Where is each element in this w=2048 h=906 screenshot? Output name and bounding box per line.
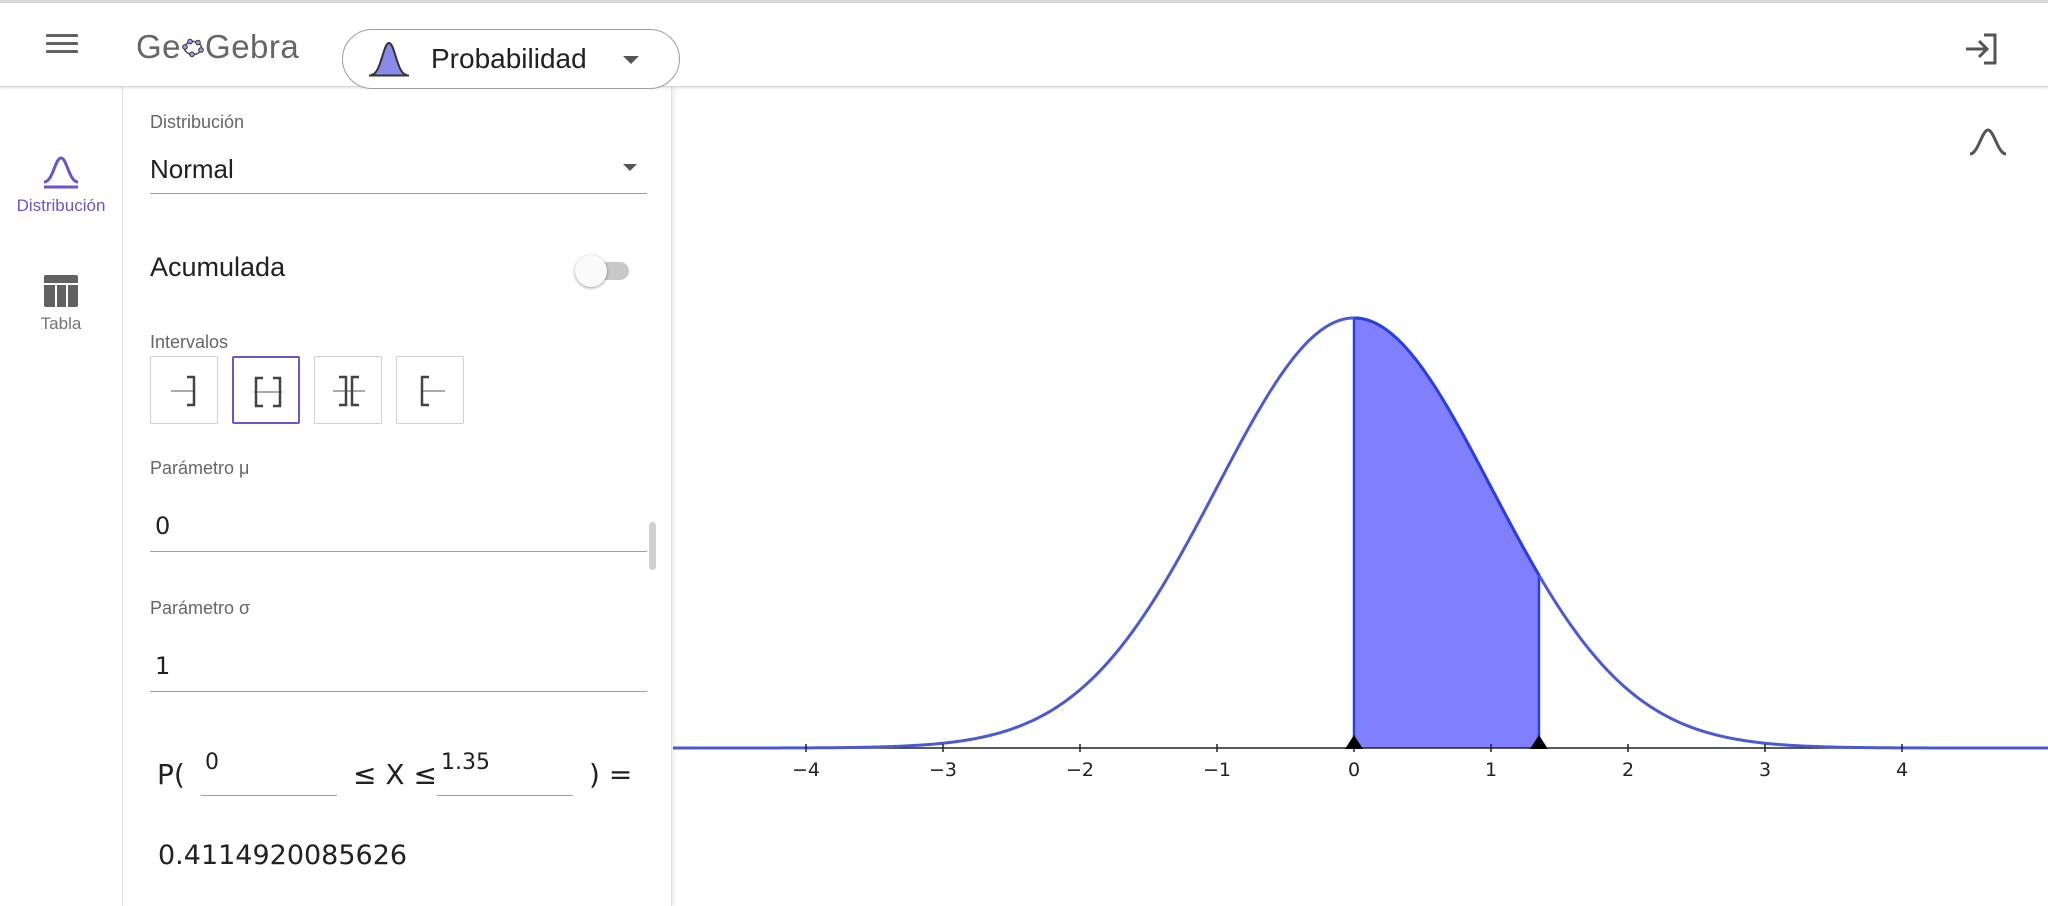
sigma-param-input[interactable]: 1	[150, 640, 647, 692]
x-tick-label: 4	[1896, 759, 1908, 781]
intervals-label: Intervalos	[150, 332, 229, 352]
distribution-graph[interactable]: −4 −3 −2 −1 0 1 2 3 4	[673, 88, 2048, 906]
lower-bound-input[interactable]: 0	[201, 746, 337, 796]
x-tick-label: 3	[1759, 759, 1771, 781]
interval-left-sided-button[interactable]	[150, 356, 218, 424]
prob-middle: ≤ X ≤	[353, 758, 437, 791]
logo-text-start: Ge	[136, 28, 182, 65]
mu-param-label: Parámetro μ	[150, 458, 250, 478]
x-tick-label: −4	[792, 759, 820, 781]
left-sided-interval-icon	[171, 375, 196, 407]
interval-two-sided-button[interactable]	[232, 356, 300, 424]
x-tick-label: 1	[1485, 759, 1497, 781]
nav-item-tabla[interactable]: Tabla	[0, 274, 122, 334]
x-tick-label: −3	[929, 759, 957, 781]
sigma-param-label: Parámetro σ	[150, 598, 251, 618]
window-top-border	[0, 0, 2048, 3]
chevron-down-icon	[623, 164, 637, 171]
mu-param-input[interactable]: 0	[150, 500, 647, 552]
right-sided-interval-icon	[420, 375, 445, 407]
nav-label-tabla: Tabla	[40, 314, 82, 333]
distribution-field-label: Distribución	[150, 112, 245, 132]
geogebra-logo: Ge Gebra	[136, 25, 299, 69]
x-tick-label: −1	[1203, 759, 1231, 781]
logo-text-end: Gebra	[205, 28, 300, 65]
app-switcher-button[interactable]: Probabilidad	[342, 29, 680, 89]
upper-bound-marker	[1529, 735, 1548, 749]
upper-bound-value: 1.35	[441, 750, 490, 775]
upper-bound-input[interactable]: 1.35	[437, 746, 573, 796]
shaded-probability-area	[1354, 317, 1539, 748]
panel-scrollbar[interactable]	[649, 522, 656, 570]
app-name-label: Probabilidad	[431, 43, 587, 74]
menu-icon[interactable]	[40, 29, 84, 65]
x-tick-label: 0	[1348, 759, 1360, 781]
probability-app-icon	[369, 41, 409, 77]
lower-bound-marker	[1345, 735, 1363, 749]
app-header: Ge Gebra Probabilidad	[0, 3, 2048, 89]
cumulative-label: Acumulada	[150, 252, 286, 282]
distribution-selected-value: Normal	[150, 154, 234, 184]
two-sided-interval-icon	[254, 376, 282, 408]
left-navigation: Distribución Tabla	[0, 88, 122, 906]
interval-two-tailed-button[interactable]	[314, 356, 382, 424]
nav-item-distribucion[interactable]: Distribución	[0, 154, 122, 216]
probability-expression: P( 0 ≤ X ≤ 1.35 ) =	[157, 746, 647, 806]
probability-result: 0.4114920085626	[158, 840, 408, 871]
graph-style-bell-curve-icon[interactable]	[1964, 122, 2012, 164]
sigma-param-value: 1	[155, 652, 171, 680]
mu-param-value: 0	[155, 512, 171, 540]
interval-right-sided-button[interactable]	[396, 356, 464, 424]
x-tick-label: −2	[1066, 759, 1094, 781]
table-icon	[44, 275, 78, 307]
bell-curve-icon	[43, 156, 79, 189]
lower-bound-value: 0	[205, 750, 219, 775]
sign-in-icon[interactable]	[1962, 29, 2002, 69]
distribution-dropdown[interactable]: Normal	[150, 142, 647, 194]
density-curve-highlight	[1353, 316, 1541, 576]
logo-mark-icon	[182, 38, 204, 58]
cumulative-toggle[interactable]	[575, 254, 635, 287]
prob-suffix: ) =	[589, 758, 633, 791]
prob-prefix: P(	[157, 758, 185, 791]
chevron-down-icon	[623, 56, 639, 64]
x-tick-label: 2	[1622, 759, 1634, 781]
nav-label-distribucion: Distribución	[16, 196, 106, 215]
distribution-settings-panel: Distribución Normal Acumulada Intervalos	[122, 86, 672, 906]
two-tailed-interval-icon	[333, 375, 365, 407]
